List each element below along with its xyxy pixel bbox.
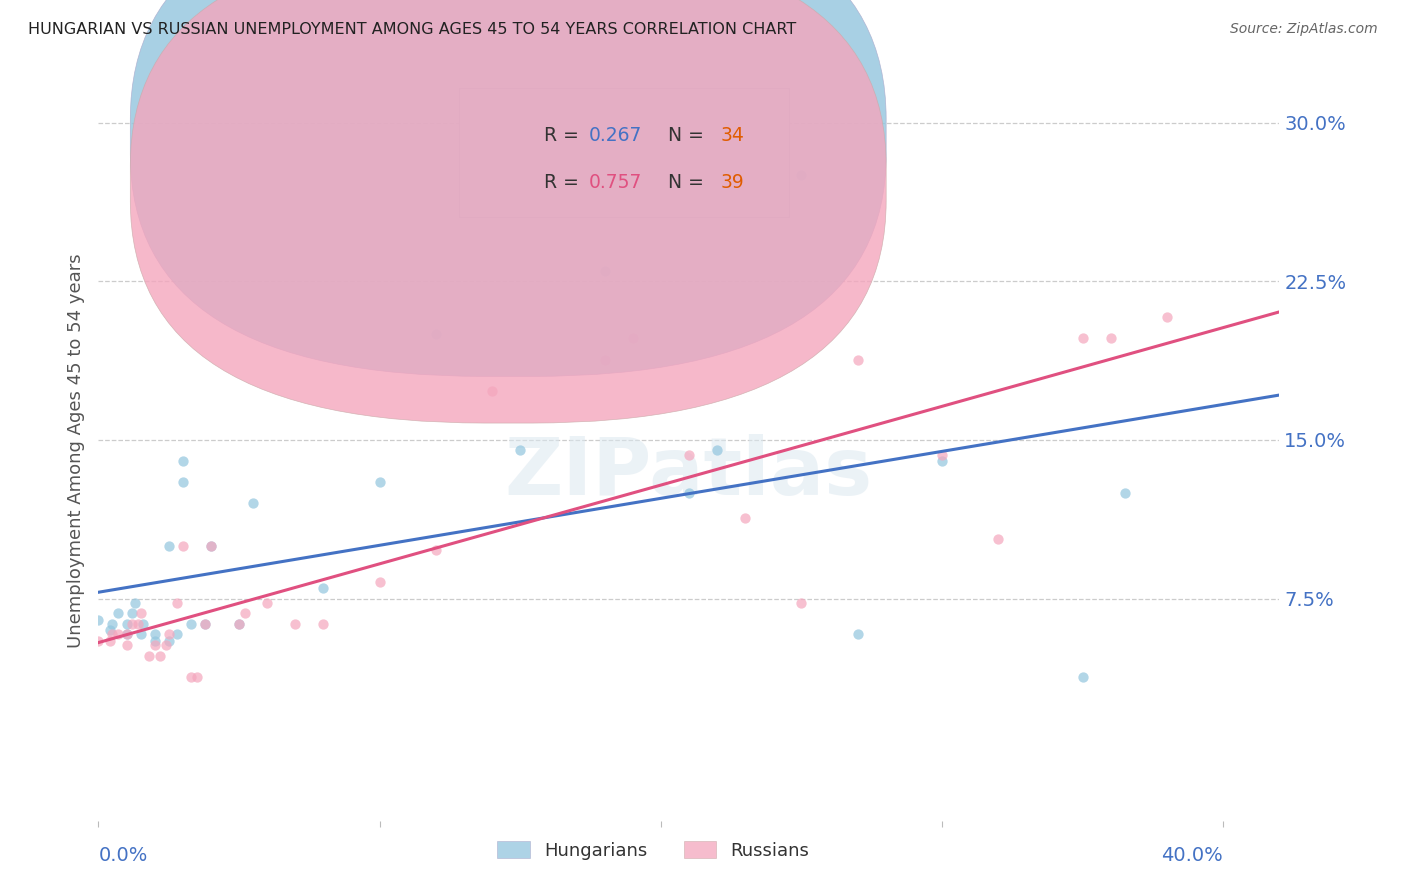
Point: [155, 638, 177, 652]
Text: HUNGARIAN VS RUSSIAN UNEMPLOYMENT AMONG AGES 45 TO 54 YEARS CORRELATION CHART: HUNGARIAN VS RUSSIAN UNEMPLOYMENT AMONG …: [28, 22, 796, 37]
Point: [1156, 310, 1178, 325]
Point: [593, 263, 616, 277]
Point: [157, 627, 180, 641]
Text: 39: 39: [721, 173, 745, 192]
Text: ZIPatlas: ZIPatlas: [505, 434, 873, 512]
Point: [790, 596, 813, 610]
Y-axis label: Unemployment Among Ages 45 to 54 years: Unemployment Among Ages 45 to 54 years: [66, 253, 84, 648]
Text: 0.267: 0.267: [589, 127, 643, 145]
Point: [87, 633, 110, 648]
Point: [121, 616, 143, 631]
Point: [138, 648, 160, 663]
Point: [129, 627, 152, 641]
Point: [180, 616, 202, 631]
Point: [678, 448, 700, 462]
Point: [846, 627, 869, 641]
Point: [124, 596, 146, 610]
Point: [593, 352, 616, 367]
Point: [233, 607, 256, 621]
Point: [1071, 331, 1094, 345]
Point: [931, 454, 953, 468]
Point: [256, 596, 278, 610]
Point: [87, 613, 110, 627]
Point: [107, 627, 129, 641]
Text: R =: R =: [544, 173, 585, 192]
Point: [200, 539, 222, 553]
Point: [115, 638, 138, 652]
Point: [180, 670, 202, 684]
Point: [127, 616, 149, 631]
Point: [228, 616, 250, 631]
Point: [931, 448, 953, 462]
Point: [186, 670, 208, 684]
Point: [143, 638, 166, 652]
Point: [166, 627, 188, 641]
Point: [149, 648, 172, 663]
Point: [129, 607, 152, 621]
Point: [228, 616, 250, 631]
Point: [98, 633, 121, 648]
Point: [200, 539, 222, 553]
Point: [172, 454, 194, 468]
Point: [101, 627, 124, 641]
Point: [1071, 670, 1094, 684]
FancyBboxPatch shape: [131, 0, 886, 423]
Point: [284, 616, 307, 631]
Point: [312, 616, 335, 631]
Point: [101, 616, 124, 631]
Point: [1114, 485, 1136, 500]
Point: [425, 542, 447, 557]
Point: [1099, 331, 1122, 345]
Point: [115, 616, 138, 631]
Point: [790, 169, 813, 183]
Point: [734, 511, 756, 525]
Text: Source: ZipAtlas.com: Source: ZipAtlas.com: [1230, 22, 1378, 37]
Point: [509, 443, 531, 458]
Text: 40.0%: 40.0%: [1161, 846, 1223, 865]
Point: [425, 327, 447, 342]
Point: [121, 607, 143, 621]
Point: [143, 633, 166, 648]
Point: [107, 607, 129, 621]
Point: [368, 574, 391, 589]
Text: 0.0%: 0.0%: [98, 846, 148, 865]
Point: [157, 633, 180, 648]
Text: N =: N =: [655, 173, 710, 192]
Point: [368, 475, 391, 490]
Point: [846, 352, 869, 367]
Point: [132, 616, 155, 631]
Point: [706, 443, 728, 458]
Point: [678, 485, 700, 500]
Point: [987, 533, 1010, 547]
Text: N =: N =: [655, 127, 710, 145]
Point: [157, 539, 180, 553]
Point: [621, 331, 644, 345]
Point: [194, 616, 217, 631]
Point: [194, 616, 217, 631]
Point: [98, 624, 121, 638]
Point: [115, 627, 138, 641]
Point: [143, 627, 166, 641]
Point: [242, 496, 264, 510]
Point: [481, 384, 503, 399]
Legend: Hungarians, Russians: Hungarians, Russians: [491, 834, 817, 867]
Point: [172, 539, 194, 553]
FancyBboxPatch shape: [458, 87, 789, 218]
Text: 34: 34: [721, 127, 745, 145]
Text: R =: R =: [544, 127, 585, 145]
Point: [166, 596, 188, 610]
Point: [115, 627, 138, 641]
Text: 0.757: 0.757: [589, 173, 643, 192]
Point: [312, 581, 335, 595]
FancyBboxPatch shape: [131, 0, 886, 376]
Point: [172, 475, 194, 490]
